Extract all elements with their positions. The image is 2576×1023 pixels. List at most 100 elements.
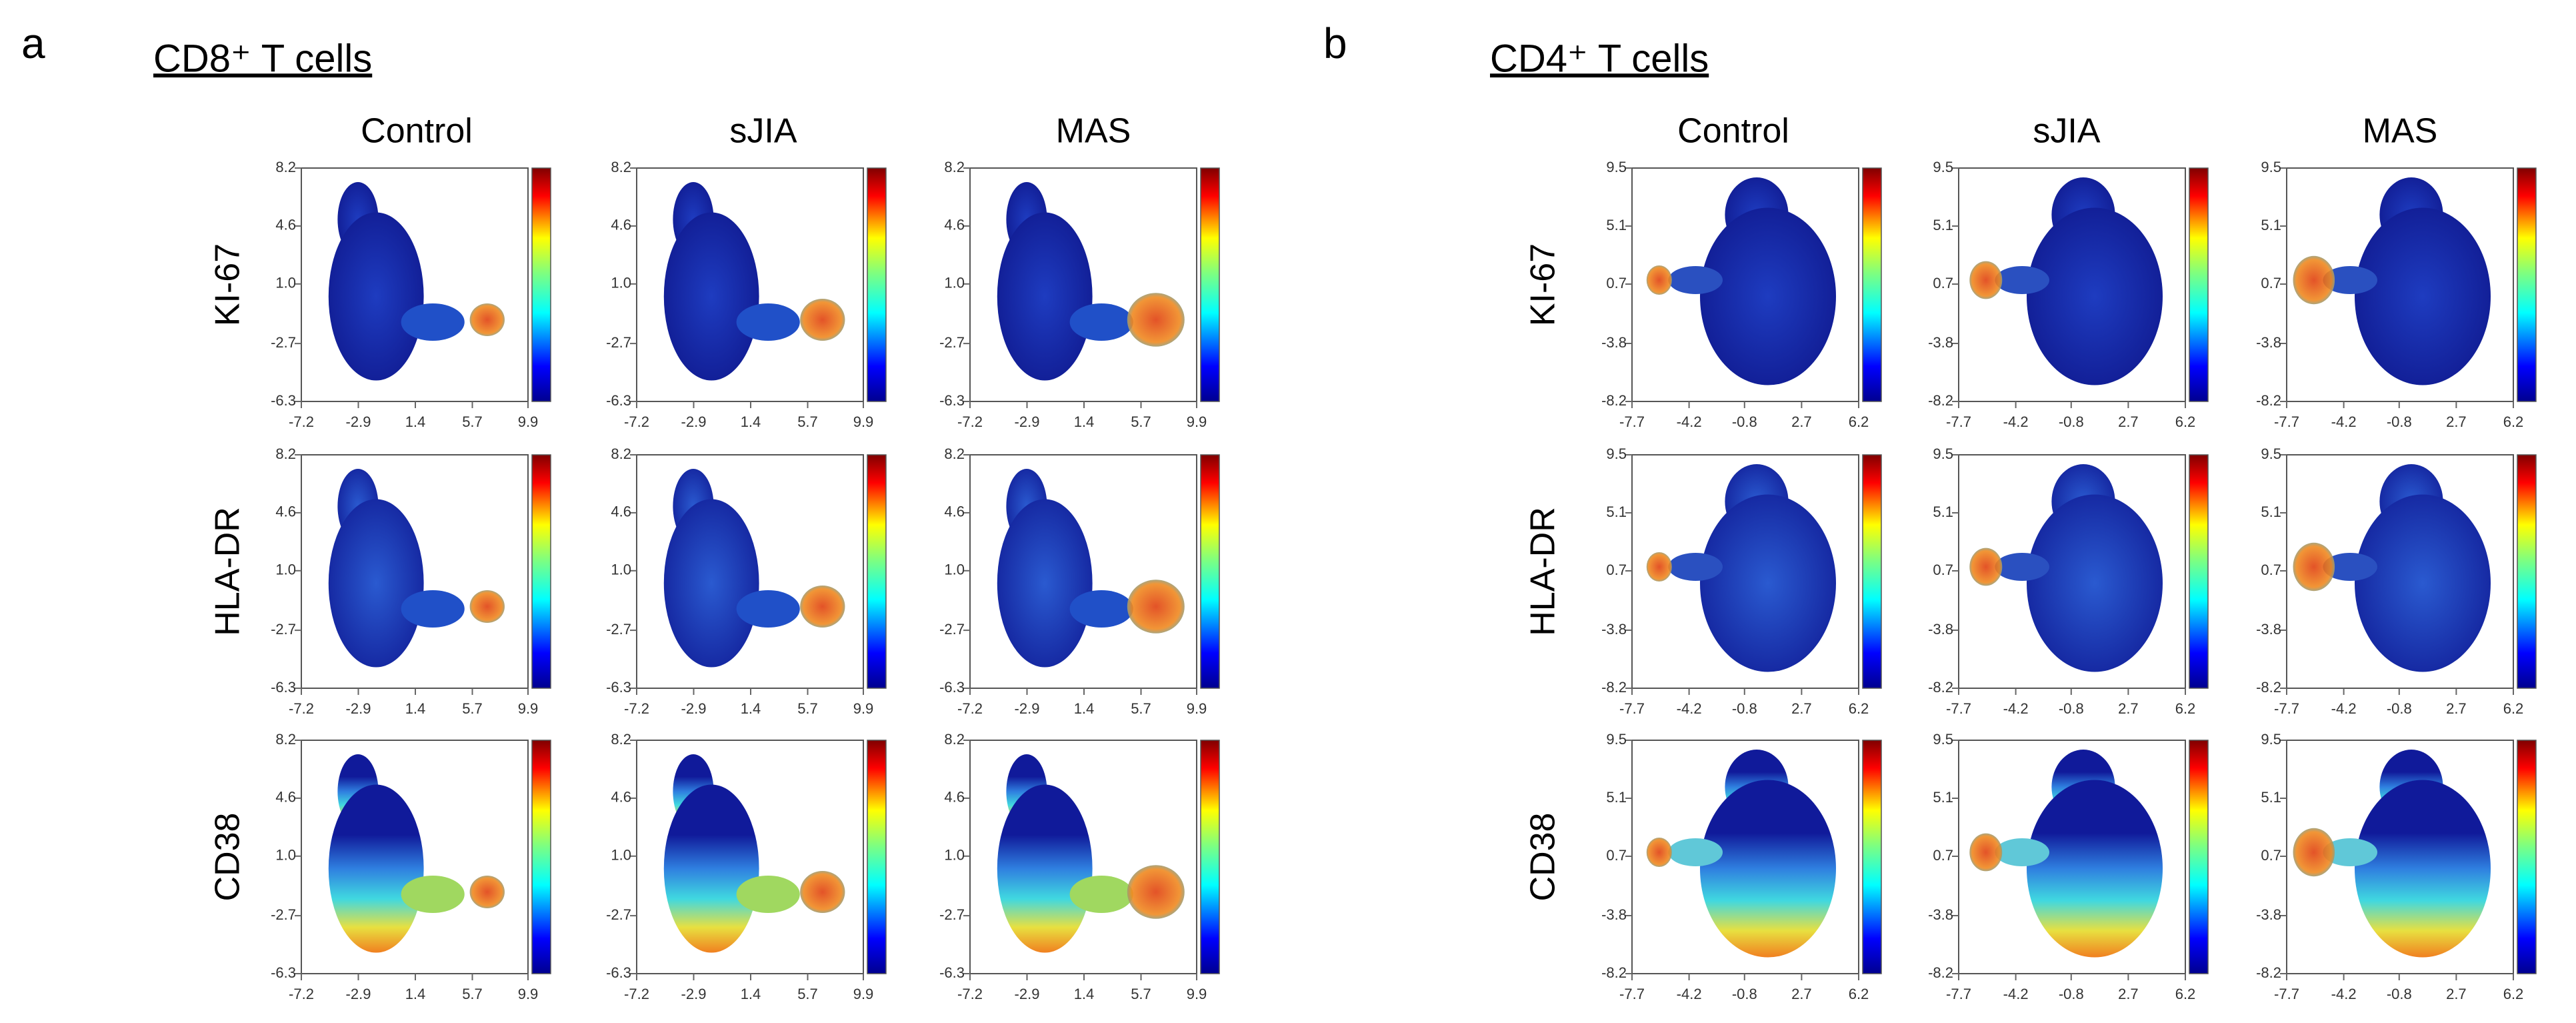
y-tick-label: 9.5: [2261, 731, 2281, 748]
x-tick-label: -2.9: [346, 986, 371, 1002]
condition-header: MAS: [1056, 112, 1131, 151]
y-tick-label: -6.3: [606, 392, 631, 409]
cell-cloud: [2293, 255, 2335, 305]
y-tick-label: -6.3: [939, 964, 965, 981]
x-tick-label: -0.8: [2387, 700, 2412, 717]
x-tick-label: 5.7: [1131, 986, 1151, 1002]
cell-cloud: [1700, 780, 1836, 958]
marker-label: KI-67: [1524, 243, 1563, 326]
colorbar: [531, 740, 551, 974]
cell-cloud: [1995, 838, 2049, 866]
cell-cloud: [997, 499, 1093, 668]
x-tick-label: 6.2: [1849, 986, 1869, 1002]
cell-cloud: [1069, 303, 1133, 341]
cell-cloud: [1646, 265, 1672, 295]
cell-cloud: [1969, 261, 2003, 299]
condition-header: sJIA: [2033, 112, 2100, 151]
y-tick-label: 8.2: [611, 159, 631, 175]
colorbar: [1862, 167, 1882, 402]
cell-cloud: [401, 876, 465, 913]
y-tick-label: 0.7: [1606, 275, 1627, 291]
plot: -7.2 -2.9 1.4 5.7 9.9 8.2 4.6 1.0 -2.7 -6.3: [606, 731, 887, 1002]
x-tick-label: 1.4: [741, 700, 761, 717]
cell-cloud: [736, 590, 800, 628]
y-tick-label: 1.0: [275, 275, 296, 291]
x-tick-label: 5.7: [797, 700, 818, 717]
cell-cloud: [1969, 833, 2003, 872]
plot: -7.2 -2.9 1.4 5.7 9.9 8.2 4.6 1.0 -2.7 -6.3: [939, 445, 1220, 717]
plot: -7.7 -4.2 -0.8 2.7 6.2 9.5 5.1 0.7 -3.8 -8.2: [1601, 445, 1882, 717]
x-tick-label: 6.2: [2503, 413, 2524, 430]
plot: -7.7 -4.2 -0.8 2.7 6.2 9.5 5.1 0.7 -3.8 -8.2: [1928, 731, 2209, 1002]
y-tick-label: 4.6: [275, 789, 296, 806]
x-tick-label: -2.9: [1015, 413, 1040, 430]
x-tick-label: -4.2: [2003, 986, 2029, 1002]
cell-cloud: [1969, 548, 2003, 586]
y-tick-label: 8.2: [611, 731, 631, 748]
y-tick-label: 5.1: [2261, 789, 2281, 806]
cell-cloud: [2323, 553, 2377, 581]
plot: -7.7 -4.2 -0.8 2.7 6.2 9.5 5.1 0.7 -3.8 -8.2: [2256, 445, 2537, 717]
y-tick-label: -2.7: [606, 906, 631, 923]
x-tick-label: 6.2: [2503, 700, 2524, 717]
y-tick-label: 9.5: [1606, 731, 1627, 748]
y-tick-label: 4.6: [944, 217, 965, 233]
y-tick-label: -6.3: [939, 679, 965, 696]
y-tick-label: 4.6: [944, 503, 965, 520]
y-tick-label: 9.5: [1933, 159, 1953, 175]
cell-cloud: [469, 303, 505, 336]
x-tick-label: 9.9: [1187, 986, 1207, 1002]
x-tick-label: -2.9: [1015, 700, 1040, 717]
x-tick-label: -7.2: [289, 700, 314, 717]
x-tick-label: 1.4: [405, 986, 426, 1002]
x-tick-label: 6.2: [2175, 413, 2196, 430]
y-tick-label: 8.2: [275, 445, 296, 462]
x-tick-label: 1.4: [1074, 986, 1095, 1002]
x-tick-label: 5.7: [462, 413, 483, 430]
x-tick-label: 5.7: [462, 986, 483, 1002]
colorbar: [531, 167, 551, 402]
y-tick-label: -8.2: [1928, 679, 1953, 696]
y-tick-label: 0.7: [2261, 275, 2281, 291]
y-tick-label: -2.7: [271, 906, 296, 923]
y-tick-label: 5.1: [1606, 503, 1627, 520]
cell-cloud: [2355, 780, 2491, 958]
x-tick-label: 9.9: [853, 413, 874, 430]
x-tick-label: -7.2: [624, 700, 649, 717]
x-tick-label: -7.2: [957, 700, 983, 717]
y-tick-label: 0.7: [1933, 847, 1953, 864]
cell-cloud: [1700, 207, 1836, 385]
x-tick-label: 6.2: [1849, 413, 1869, 430]
y-tick-label: -8.2: [1928, 964, 1953, 981]
y-tick-label: -2.7: [939, 621, 965, 638]
x-tick-label: -2.9: [681, 700, 707, 717]
y-tick-label: 5.1: [1933, 217, 1953, 233]
x-tick-label: 2.7: [2118, 413, 2139, 430]
y-tick-label: 9.5: [1606, 159, 1627, 175]
y-tick-label: 4.6: [944, 789, 965, 806]
cell-cloud: [997, 212, 1093, 381]
marker-label: CD38: [1524, 813, 1563, 902]
colorbar: [1200, 740, 1220, 974]
y-tick-label: 5.1: [1933, 789, 1953, 806]
x-tick-label: 5.7: [797, 986, 818, 1002]
cell-cloud: [328, 212, 424, 381]
cell-cloud: [1668, 838, 1723, 866]
y-tick-label: -8.2: [1928, 392, 1953, 409]
y-tick-label: -6.3: [271, 392, 296, 409]
x-tick-label: -4.2: [2003, 700, 2029, 717]
marker-label: HLA-DR: [209, 507, 247, 636]
colorbar: [867, 740, 887, 974]
y-tick-label: 0.7: [1606, 847, 1627, 864]
y-tick-label: -3.8: [1928, 334, 1953, 351]
x-tick-label: 2.7: [1791, 700, 1812, 717]
cell-cloud: [469, 590, 505, 623]
y-tick-label: -2.7: [271, 621, 296, 638]
cell-cloud: [663, 212, 759, 381]
y-tick-label: -8.2: [1601, 964, 1627, 981]
x-tick-label: -4.2: [1677, 986, 1702, 1002]
y-tick-label: 0.7: [1933, 562, 1953, 578]
cell-cloud: [2323, 266, 2377, 294]
cell-cloud: [663, 499, 759, 668]
colorbar: [2189, 740, 2209, 974]
